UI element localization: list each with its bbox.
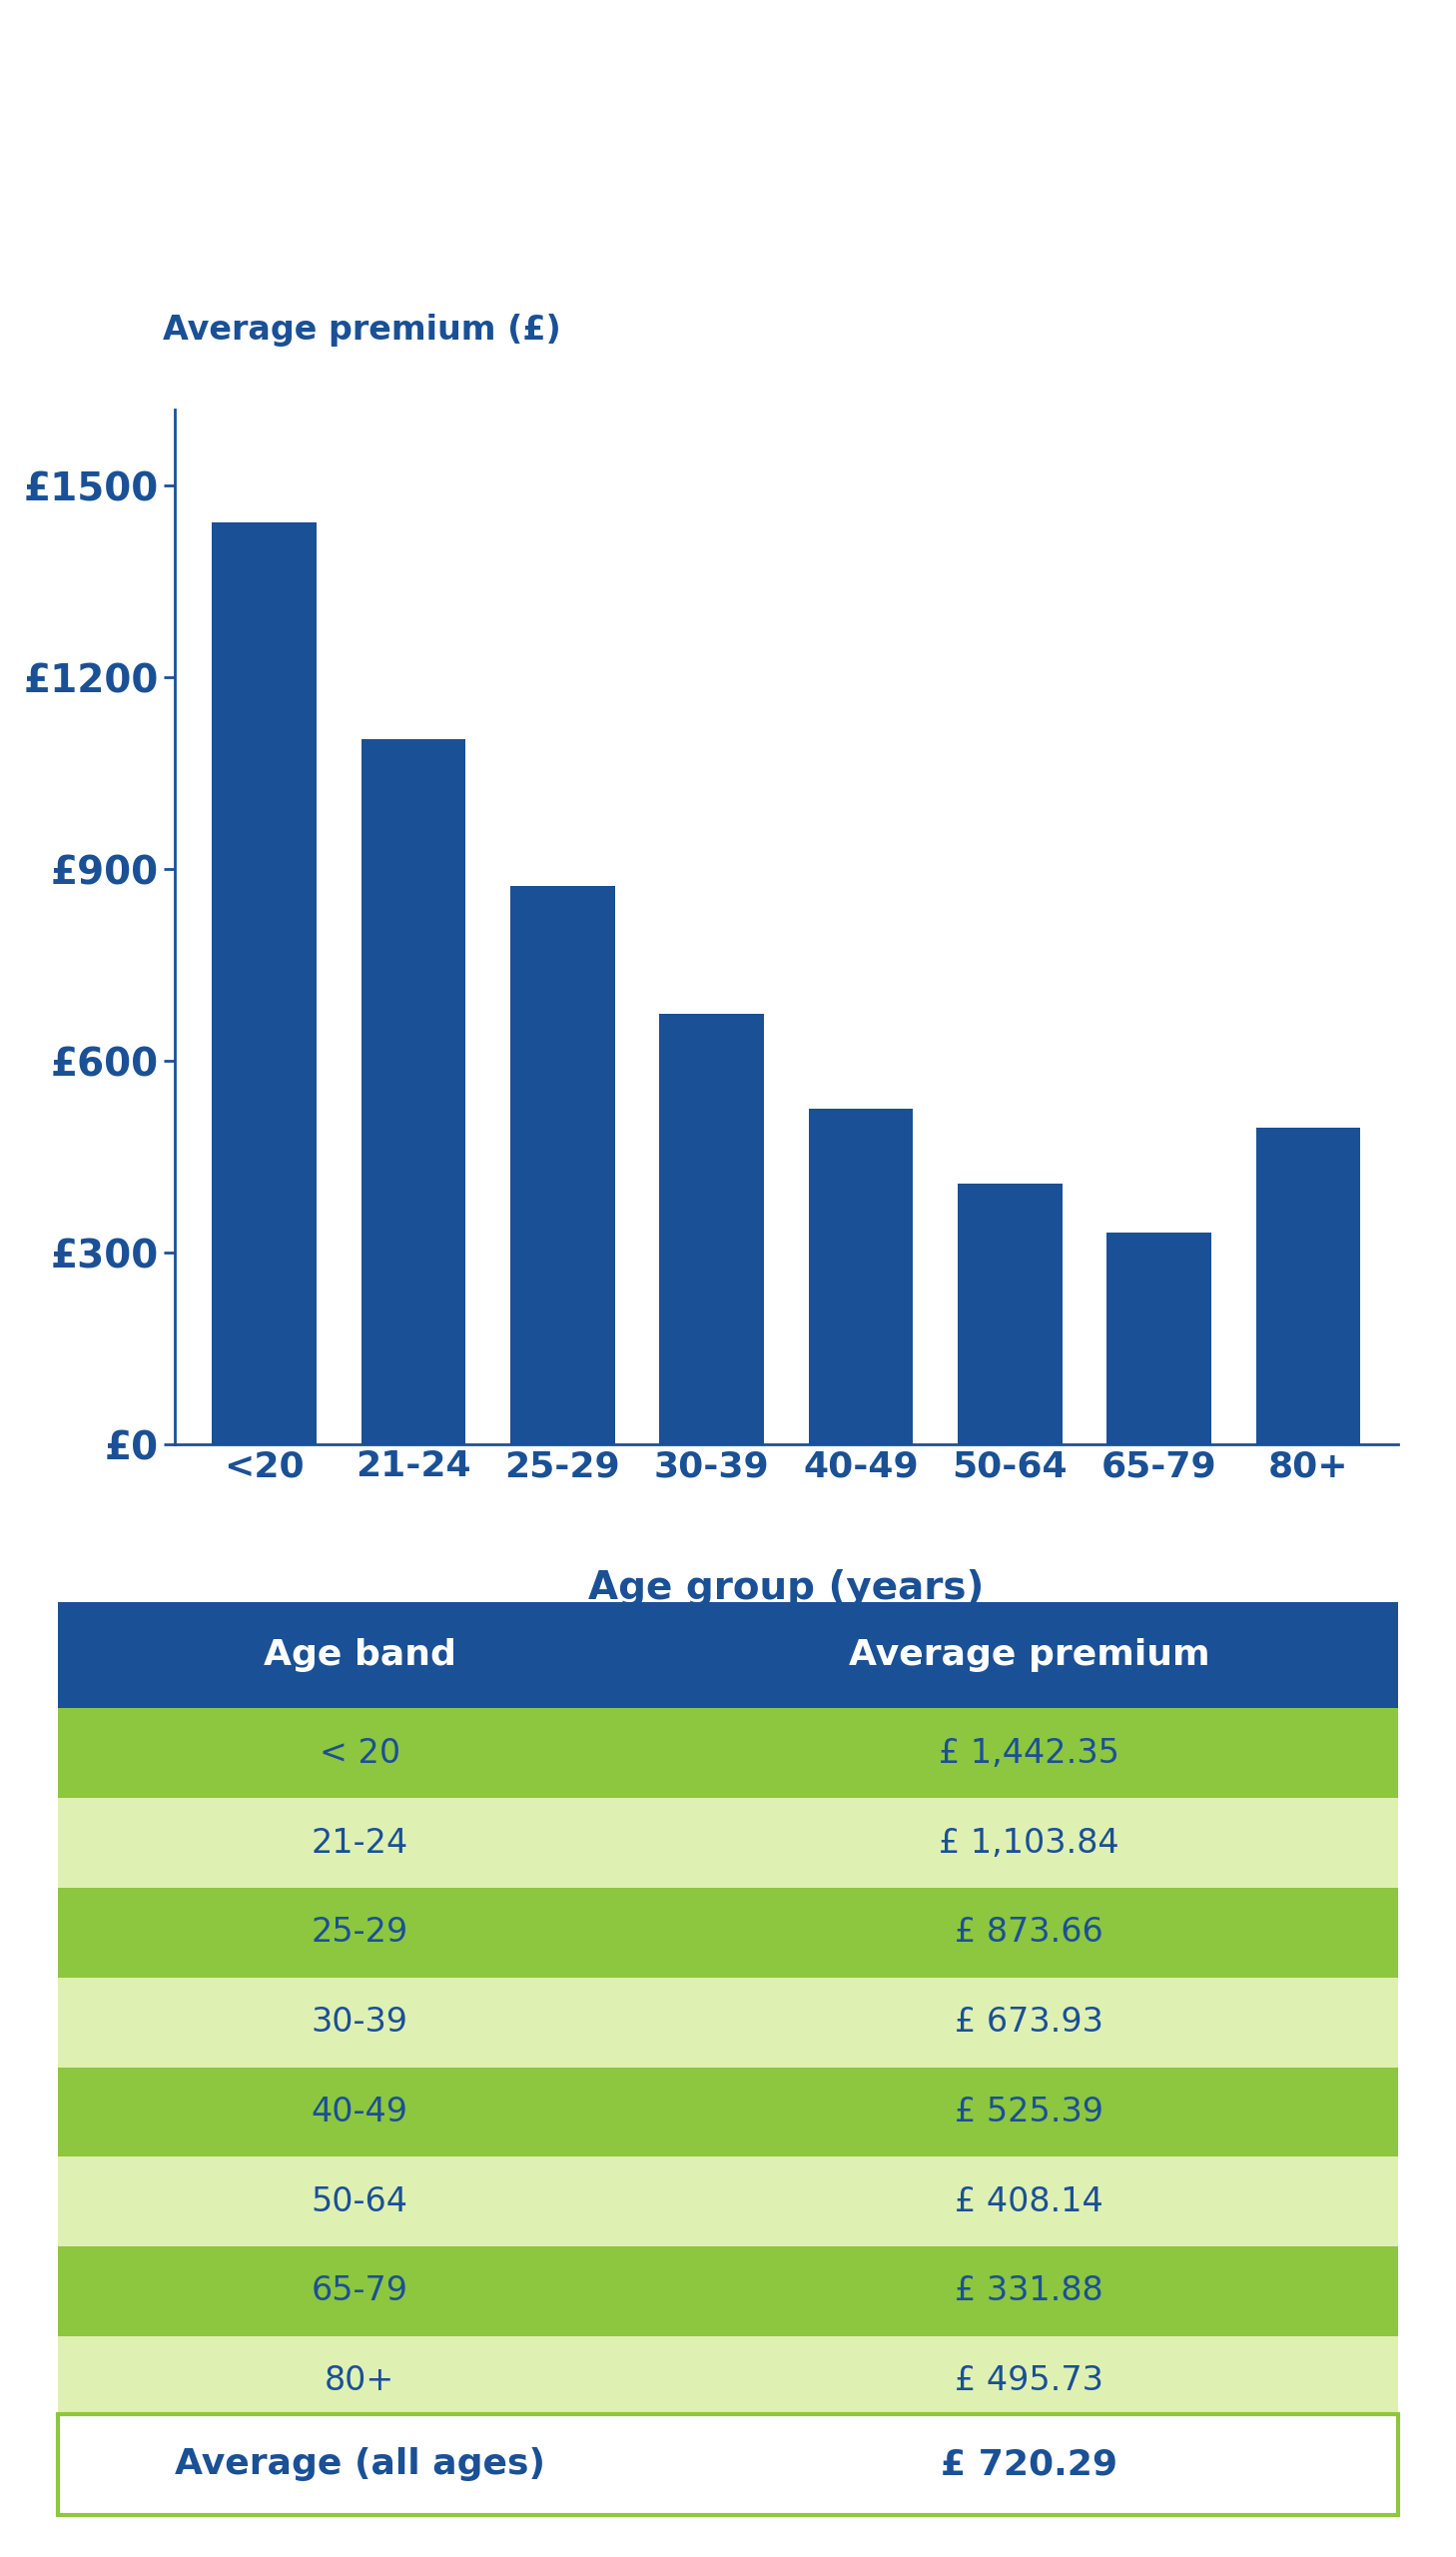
Text: Age group (years): Age group (years) bbox=[588, 1570, 984, 1606]
Text: £ 408.14: £ 408.14 bbox=[955, 2186, 1104, 2217]
Bar bbox=[58, 2248, 1398, 2337]
Text: 65-79: 65-79 bbox=[312, 2276, 408, 2309]
Text: 25-29: 25-29 bbox=[312, 1915, 408, 1948]
Text: < 20: < 20 bbox=[319, 1736, 400, 1769]
Text: £ 673.93: £ 673.93 bbox=[955, 2005, 1104, 2038]
Bar bbox=[958, 1184, 1063, 1445]
Text: £ 720.29: £ 720.29 bbox=[941, 2447, 1118, 2483]
Bar bbox=[58, 2066, 1398, 2156]
Text: £ 331.88: £ 331.88 bbox=[955, 2276, 1104, 2309]
Text: 40-49: 40-49 bbox=[312, 2094, 408, 2127]
Bar bbox=[1107, 1232, 1211, 1445]
Text: Average premium by age group: Average premium by age group bbox=[12, 79, 1444, 156]
Bar bbox=[808, 1110, 913, 1445]
Bar bbox=[58, 1887, 1398, 1977]
Bar bbox=[510, 887, 614, 1445]
Bar bbox=[58, 2414, 1398, 2516]
Bar bbox=[660, 1015, 764, 1445]
Text: Average (all ages): Average (all ages) bbox=[175, 2447, 545, 2483]
Bar bbox=[213, 522, 316, 1445]
Bar bbox=[58, 1603, 1398, 1708]
Bar bbox=[1257, 1128, 1360, 1445]
Bar bbox=[58, 2156, 1398, 2248]
Text: £ 525.39: £ 525.39 bbox=[955, 2094, 1104, 2127]
Bar bbox=[361, 739, 466, 1445]
Text: £ 1,442.35: £ 1,442.35 bbox=[939, 1736, 1120, 1769]
Text: £ 495.73: £ 495.73 bbox=[955, 2365, 1104, 2398]
Bar bbox=[58, 1708, 1398, 1798]
Bar bbox=[58, 1798, 1398, 1887]
Text: £ 873.66: £ 873.66 bbox=[955, 1915, 1104, 1948]
Text: Average premium (£): Average premium (£) bbox=[163, 315, 561, 348]
Bar bbox=[58, 2337, 1398, 2427]
Text: 80+: 80+ bbox=[325, 2365, 395, 2398]
Text: 21-24: 21-24 bbox=[312, 1826, 408, 1859]
Bar bbox=[58, 1977, 1398, 2066]
Text: £ 1,103.84: £ 1,103.84 bbox=[939, 1826, 1120, 1859]
Text: 50-64: 50-64 bbox=[312, 2186, 408, 2217]
Text: Age band: Age band bbox=[264, 1639, 456, 1672]
Text: Average premium: Average premium bbox=[849, 1639, 1210, 1672]
Text: 30-39: 30-39 bbox=[312, 2005, 408, 2038]
